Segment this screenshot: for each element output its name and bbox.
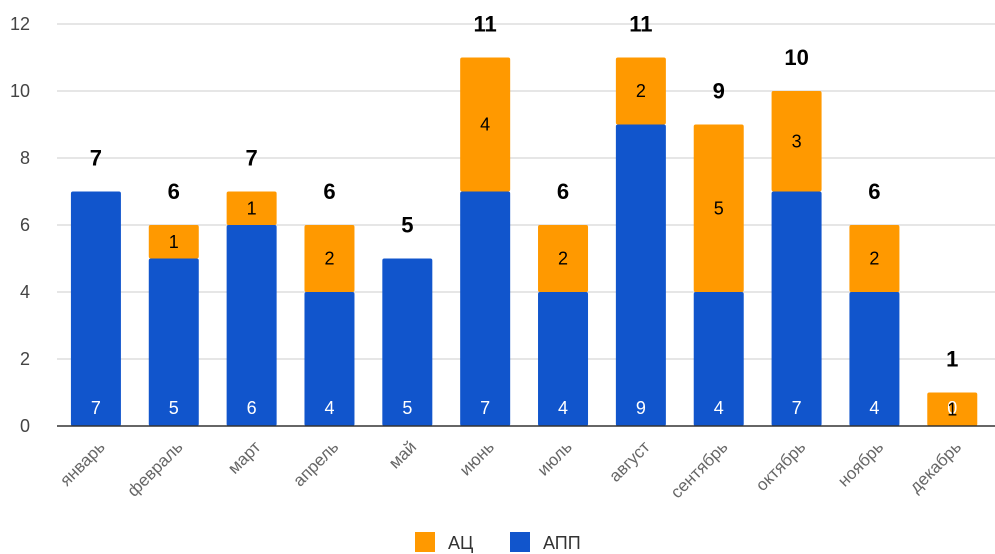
y-tick-label: 2 — [20, 349, 30, 369]
legend-item[interactable]: АЦ — [415, 532, 473, 553]
bar-segment-app — [771, 191, 822, 426]
bar-total-label: 11 — [474, 12, 497, 37]
bar-segment-app — [460, 191, 511, 426]
bar-segment-app — [148, 258, 199, 426]
gridlines — [57, 23, 995, 360]
bar-label-ac: 5 — [714, 198, 724, 218]
bar-segment-ac — [927, 392, 978, 426]
bar-label-app: 7 — [480, 398, 490, 418]
bar-total-label: 11 — [629, 12, 652, 37]
y-axis-ticks: 0 2 4 6 8 10 12 — [10, 14, 30, 436]
bar-total-label: 9 — [713, 79, 725, 104]
bar-total-label: 1 — [946, 347, 958, 372]
bar-segment-ac — [849, 225, 900, 292]
bar-label-app: 4 — [869, 398, 879, 418]
bar-total-label: 7 — [246, 146, 258, 171]
bar-label-app: 6 — [247, 398, 257, 418]
bar-label-ac: 2 — [869, 249, 879, 269]
y-tick-label: 0 — [20, 416, 30, 436]
bar-label-app: 4 — [558, 398, 568, 418]
x-category-label: март — [224, 437, 264, 477]
bar-total-label: 5 — [401, 213, 413, 238]
bar-segment-app — [382, 258, 433, 426]
x-category-label: май — [385, 437, 420, 472]
bar-label-app: 4 — [714, 398, 724, 418]
y-tick-label: 10 — [10, 81, 30, 101]
bar-label-app: 9 — [636, 398, 646, 418]
bar-segment-ac — [693, 124, 744, 292]
bar-label-app: 5 — [402, 398, 412, 418]
bar-total-label: 6 — [168, 179, 180, 204]
bar-label-ac: 2 — [636, 81, 646, 101]
bar-total-label: 6 — [868, 179, 880, 204]
bar-total-label: 6 — [557, 179, 569, 204]
bar-segment-app — [538, 292, 589, 426]
bar-label-ac: 2 — [558, 249, 568, 269]
bar-label-ac: 2 — [324, 249, 334, 269]
x-category-label: ноябрь — [834, 437, 887, 490]
legend-swatch — [415, 532, 435, 552]
bar-total-label: 6 — [323, 179, 335, 204]
bar-segment-ac — [771, 91, 822, 192]
x-axis-labels: январь февраль март апрель май июнь июль август… — [56, 437, 965, 502]
legend-label: АЦ — [448, 533, 473, 553]
bar-segment-ac — [460, 57, 511, 192]
legend-item[interactable]: АПП — [510, 532, 581, 553]
x-category-label: сентябрь — [667, 437, 732, 502]
bar-segment-app — [849, 292, 900, 426]
bar-segment-app — [226, 225, 277, 426]
bar-label-app: 5 — [169, 398, 179, 418]
bar-segment-app — [304, 292, 355, 426]
x-category-label: октябрь — [752, 437, 809, 494]
bar-label-ac: 1 — [169, 232, 179, 252]
bar-label-ac: 3 — [792, 131, 802, 151]
x-category-label: декабрь — [906, 437, 965, 496]
x-category-label: январь — [56, 437, 109, 490]
x-category-label: июль — [534, 437, 576, 479]
legend[interactable]: АЦ АПП — [415, 532, 581, 553]
bars — [70, 57, 978, 426]
bar-label-app: 7 — [91, 398, 101, 418]
bar-label-ac: 1 — [247, 198, 257, 218]
y-tick-label: 12 — [10, 14, 30, 34]
bar-segment-ac — [148, 225, 199, 259]
bar-segment-app — [693, 292, 744, 426]
bar-segment-ac — [226, 191, 277, 225]
bar-segment-ac — [538, 225, 589, 292]
legend-swatch — [510, 532, 530, 552]
bar-label-ac: 4 — [480, 115, 490, 135]
bar-label-ac: 1 — [947, 399, 957, 419]
x-category-label: август — [605, 437, 653, 485]
legend-label: АПП — [543, 533, 581, 553]
bar-label-app: 0 — [947, 398, 957, 418]
bar-total-label: 10 — [784, 45, 808, 70]
bar-segment-ac — [304, 225, 355, 292]
bar-label-app: 7 — [792, 398, 802, 418]
bar-total-label: 7 — [90, 146, 102, 171]
y-tick-label: 6 — [20, 215, 30, 235]
bar-segment-app — [615, 124, 666, 426]
bar-segment-app — [70, 191, 121, 426]
x-category-label: апрель — [289, 437, 342, 490]
x-category-label: февраль — [124, 437, 187, 500]
x-category-label: июнь — [456, 437, 498, 479]
bar-segment-ac — [615, 57, 666, 125]
y-tick-label: 4 — [20, 282, 30, 302]
y-tick-label: 8 — [20, 148, 30, 168]
bar-label-app: 4 — [324, 398, 334, 418]
